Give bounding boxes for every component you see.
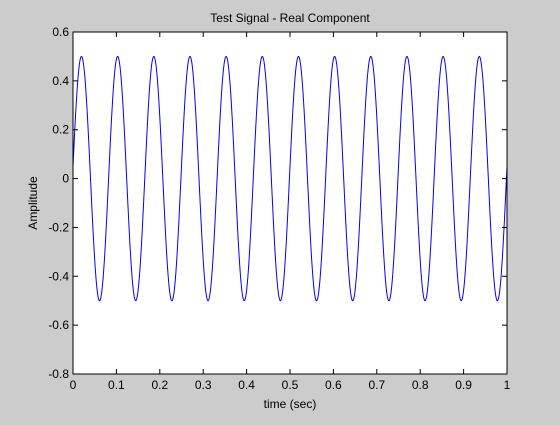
chart-title: Test Signal - Real Component	[210, 11, 370, 25]
x-tick-label: 0.8	[412, 378, 429, 392]
y-tick-label: -0.8	[48, 367, 69, 381]
x-tick-label: 0.4	[238, 378, 255, 392]
y-tick-label: -0.6	[48, 318, 69, 332]
y-tick-label: 0.2	[52, 123, 69, 137]
x-tick-label: 1	[504, 378, 511, 392]
y-tick-label: 0.4	[52, 74, 69, 88]
x-tick-label: 0.3	[195, 378, 212, 392]
y-axis-label: Amplitude	[26, 176, 40, 230]
y-tick-label: -0.4	[48, 269, 69, 283]
x-axis-label: time (sec)	[264, 397, 317, 411]
x-tick-label: 0.7	[368, 378, 385, 392]
x-tick-label: 0.5	[282, 378, 299, 392]
x-tick-label: 0.9	[455, 378, 472, 392]
chart-marks	[72, 55, 508, 302]
x-axis: 0 0.1 0.2 0.3 0.4 0.5 0.6 0.7 0.8 0.9 1	[70, 32, 511, 392]
x-tick-label: 0.1	[108, 378, 125, 392]
y-tick-label: 0	[62, 172, 69, 186]
x-tick-label: 0.6	[325, 378, 342, 392]
y-tick-label: 0.6	[52, 25, 69, 39]
x-tick-label: 0.2	[151, 378, 168, 392]
y-tick-label: -0.2	[48, 220, 69, 234]
plot-area	[73, 32, 507, 374]
y-axis: -0.8 -0.6 -0.4 -0.2 0 0.2 0.4 0.6	[48, 25, 507, 381]
x-tick-label: 0	[70, 378, 77, 392]
series-line-1	[72, 55, 508, 302]
